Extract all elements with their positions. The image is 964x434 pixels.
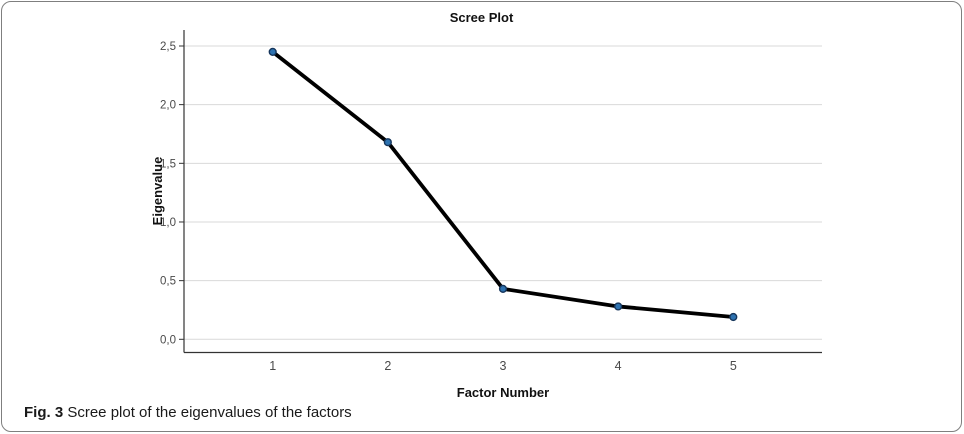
data-point — [268, 47, 277, 56]
y-tick-label: 1,0 — [160, 217, 176, 229]
data-point — [383, 138, 392, 147]
figure-caption-label: Fig. 3 — [24, 404, 64, 421]
x-tick-label: 2 — [384, 359, 391, 373]
y-tick-label: 0,5 — [160, 276, 176, 288]
x-axis-title: Factor Number — [456, 385, 550, 400]
y-tick-label: 2,0 — [160, 100, 176, 112]
x-tick-label: 4 — [615, 359, 622, 373]
series-line — [271, 50, 734, 319]
y-tick-label: 0,0 — [160, 334, 176, 346]
y-tick-label: 1,5 — [160, 158, 176, 170]
chart-title: Scree Plot — [449, 10, 514, 25]
y-tick-label: 2,5 — [160, 41, 176, 53]
data-point — [614, 302, 623, 311]
y-axis-title: Eigenvalue — [150, 156, 165, 226]
x-tick-label: 1 — [269, 359, 276, 373]
figure-caption-text: Scree plot of the eigenvalues of the fac… — [67, 404, 352, 421]
x-tick-label: 5 — [730, 359, 737, 373]
data-point — [498, 284, 508, 293]
figure-caption: Fig. 3 Scree plot of the eigenvalues of … — [24, 404, 352, 421]
x-tick-label: 3 — [500, 359, 507, 373]
data-point — [729, 312, 738, 322]
